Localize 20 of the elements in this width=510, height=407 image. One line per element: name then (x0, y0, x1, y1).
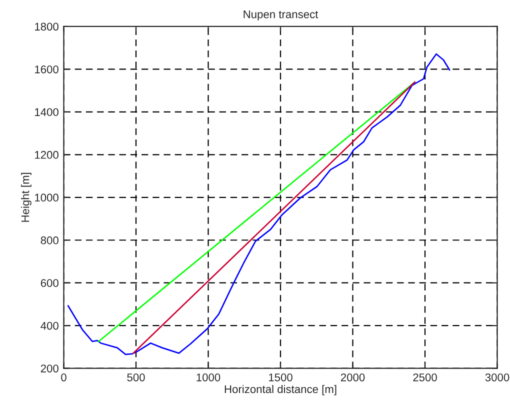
y-tick-label: 800 (40, 236, 58, 244)
chart-title: Nupen transect (244, 10, 318, 20)
y-tick-label: 1800 (35, 22, 58, 31)
y-tick-label: 200 (40, 364, 58, 372)
y-tick-label: 1200 (35, 150, 58, 159)
x-axis-title: Horizontal distance [m] (224, 384, 336, 396)
y-tick-label: 600 (40, 279, 58, 287)
line-series (67, 53, 450, 356)
x-tick-label: 500 (127, 373, 145, 382)
x-tick-label: 2500 (413, 373, 437, 382)
y-tick-label: 1400 (35, 108, 58, 116)
x-tick-label: 0 (61, 373, 66, 382)
y-tick-label: 1000 (35, 194, 58, 202)
y-tick-label: 400 (40, 322, 58, 330)
y-axis-title: Height [m] (21, 172, 32, 222)
x-tick-label: 1000 (196, 373, 220, 382)
x-tick-label: 2000 (340, 373, 365, 382)
x-tick-label: 1500 (268, 373, 292, 382)
y-tick-label: 1600 (35, 65, 58, 74)
x-tick-label: 3000 (485, 373, 510, 382)
